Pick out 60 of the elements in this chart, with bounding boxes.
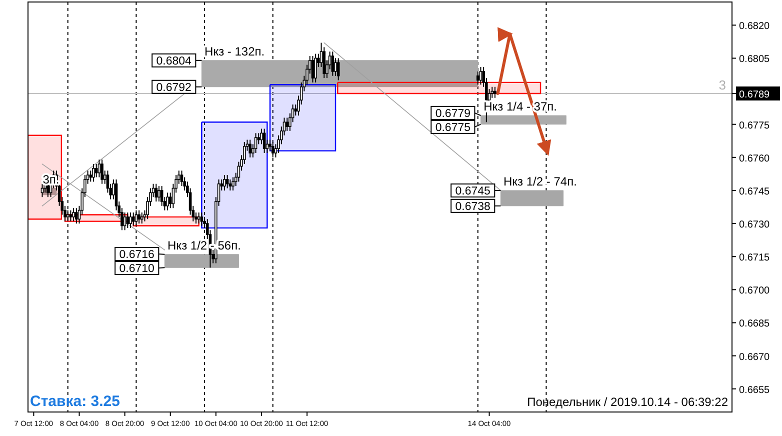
y-tick-label: 0.6805 xyxy=(739,54,770,66)
annotation: 3п. xyxy=(42,172,60,186)
candlestick xyxy=(126,212,130,228)
candlestick xyxy=(226,174,229,189)
annotation: Ставка: 3.25 xyxy=(30,393,120,410)
candlestick xyxy=(248,139,252,158)
candlestick xyxy=(331,51,334,76)
candlestick xyxy=(75,208,78,224)
candlestick xyxy=(140,212,144,224)
annotation: 0.6792 xyxy=(156,82,192,94)
candlestick xyxy=(98,159,101,178)
candlestick xyxy=(314,53,317,83)
candlestick xyxy=(232,176,234,191)
y-tick-label: 0.6760 xyxy=(739,153,770,164)
candlestick xyxy=(92,164,95,182)
candlestick xyxy=(322,46,326,79)
candlestick xyxy=(311,56,314,83)
y-tick-label: 0.6745 xyxy=(739,186,770,198)
annotation: Нкз - 132п. xyxy=(204,44,265,58)
candlestick xyxy=(494,86,496,98)
annotation: 0.6775 xyxy=(435,122,471,134)
y-tick-label: 0.6700 xyxy=(739,286,770,297)
annotation: 0.6804 xyxy=(156,55,192,68)
candlestick xyxy=(336,58,340,81)
candlestick xyxy=(129,212,132,228)
annotation: 0.6716 xyxy=(119,249,154,262)
candlestick xyxy=(100,159,104,184)
candlestick xyxy=(154,183,158,202)
candlestick xyxy=(138,210,140,224)
y-tick-label: 0.6715 xyxy=(739,252,770,264)
candlestick xyxy=(72,208,75,222)
candlestick xyxy=(158,186,160,202)
annotation: Нкз 1/2 - 74п. xyxy=(504,174,577,188)
y-tick-label: 0.6789 xyxy=(739,89,770,100)
annotation: 0.6738 xyxy=(455,200,490,213)
candlestick xyxy=(334,58,337,76)
annotation: Понедельник / 2019.10.14 - 06:39:22 xyxy=(527,395,728,409)
candlestick xyxy=(254,132,258,154)
candlestick xyxy=(228,178,232,191)
y-tick-label: 0.6670 xyxy=(739,352,770,363)
candlestick xyxy=(260,128,263,145)
y-tick-label: 0.6730 xyxy=(739,220,770,231)
y-tick-label: 0.6655 xyxy=(739,384,770,396)
annotation: 0.6779 xyxy=(435,108,471,120)
candlestick xyxy=(69,210,72,222)
candlestick xyxy=(223,174,226,191)
y-tick-label: 0.6775 xyxy=(739,120,770,132)
annotation: 0.6710 xyxy=(119,263,154,276)
candlestick xyxy=(490,86,494,98)
annotation: 3 xyxy=(718,77,726,92)
candlestick xyxy=(123,212,126,231)
candlestick xyxy=(160,186,164,206)
candlestick xyxy=(197,212,200,224)
candlestick xyxy=(180,170,184,187)
candlestick xyxy=(89,170,92,182)
y-tick-label: 0.6820 xyxy=(739,21,770,32)
candlestick xyxy=(166,192,169,211)
candlestick xyxy=(286,117,289,132)
y-tick-label: 0.6685 xyxy=(739,318,770,330)
annotation: 0.6745 xyxy=(455,185,490,198)
